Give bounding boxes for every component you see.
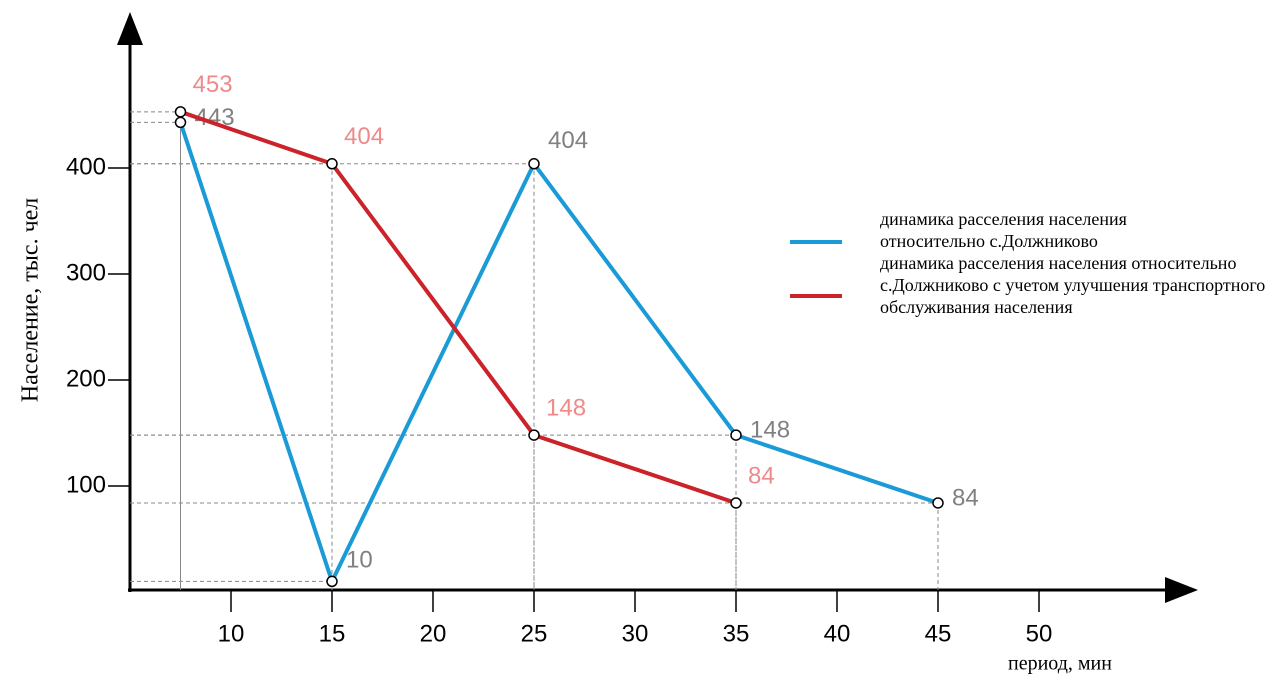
x-tick-label: 35 [723, 620, 750, 647]
point [730, 429, 742, 441]
point [528, 158, 540, 170]
x-tick-label: 10 [218, 620, 245, 647]
data-label: 84 [748, 462, 775, 489]
y-tick-label: 200 [66, 365, 106, 392]
point [326, 575, 338, 588]
data-label: 453 [193, 71, 233, 98]
x-tick-label: 40 [824, 620, 851, 647]
x-tick-label: 45 [925, 620, 952, 647]
data-label: 148 [546, 394, 586, 421]
y-arrow [117, 12, 143, 45]
data-label: 10 [346, 547, 373, 574]
x-tick-label: 25 [521, 620, 548, 647]
data-label: 148 [750, 416, 790, 443]
series-line [178, 121, 939, 584]
x-arrow [1165, 577, 1198, 603]
y-tick-label: 400 [66, 153, 106, 180]
y-axis-label: Население, тыс. чел [18, 198, 44, 403]
legend-entry: динамика расселения населения относитель… [880, 253, 1266, 317]
legend-entry: динамика расселения населения относитель… [880, 209, 1127, 251]
y-tick-label: 100 [66, 471, 106, 498]
x-tick-label: 20 [420, 620, 447, 647]
y-tick-label: 300 [66, 259, 106, 286]
x-tick-label: 15 [319, 620, 346, 647]
point [932, 497, 944, 509]
x-tick-label: 50 [1026, 620, 1053, 647]
point [174, 106, 187, 118]
data-label: 404 [344, 123, 384, 150]
series-line [179, 109, 737, 505]
data-label: 404 [548, 127, 588, 154]
legend-text: динамика расселения населения относитель… [880, 208, 1280, 318]
point [730, 497, 742, 509]
point [174, 116, 187, 129]
x-tick-label: 30 [622, 620, 649, 647]
x-axis-label: период, мин [1008, 653, 1112, 675]
point [326, 158, 338, 170]
data-label: 84 [952, 484, 979, 511]
point [528, 429, 540, 441]
